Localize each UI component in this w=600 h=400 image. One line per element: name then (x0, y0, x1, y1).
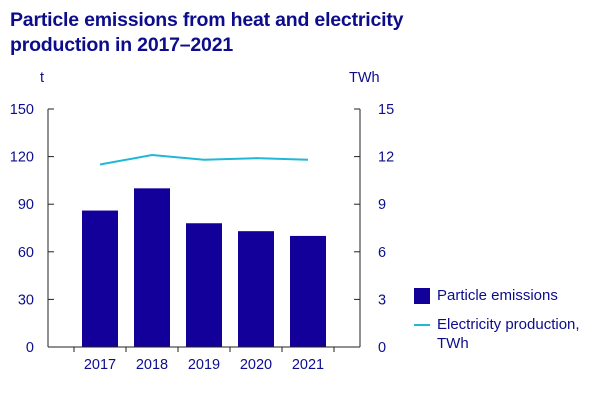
right-axis-unit: TWh (349, 70, 380, 86)
left-tick-label: 90 (18, 197, 34, 213)
x-tick-label: 2017 (84, 357, 116, 373)
legend-item-particle-emissions: Particle emissions (414, 286, 600, 305)
bar-2019 (186, 223, 222, 347)
right-tick-label: 9 (378, 197, 386, 213)
axes-group (47, 108, 361, 352)
chart-title: Particle emissions from heat and electri… (10, 9, 404, 56)
x-tick-label: 2021 (292, 357, 324, 373)
x-tick-label: 2019 (188, 357, 220, 373)
legend-label-electricity-production: Electricity production, TWh (437, 316, 580, 352)
legend-swatch-line (414, 324, 430, 326)
legend-label-particle-emissions: Particle emissions (437, 287, 558, 304)
right-tick-label: 6 (378, 245, 386, 261)
x-tick-label: 2020 (240, 357, 272, 373)
bar-group (82, 188, 326, 347)
left-tick-label: 0 (26, 340, 34, 356)
right-tick-label: 12 (378, 150, 394, 166)
labels-group: 0 30 60 90 120 150 0 3 6 9 12 15 2017 2018 2019 2020 202… (10, 70, 394, 373)
bar-2021 (290, 235, 326, 347)
bar-2018 (134, 188, 170, 347)
right-tick-label: 0 (378, 340, 386, 356)
legend: Particle emissions Electricity productio… (414, 286, 600, 363)
legend-swatch-bar (414, 288, 430, 304)
left-tick-label: 60 (18, 245, 34, 261)
left-tick-label: 120 (10, 150, 34, 166)
bar-2020 (238, 231, 274, 347)
x-tick-label: 2018 (136, 357, 168, 373)
left-axis-unit: t (40, 70, 44, 86)
legend-item-electricity-production: Electricity production, TWh (414, 315, 600, 353)
electricity-production-line (99, 154, 309, 166)
line-group (99, 154, 309, 166)
left-tick-label: 30 (18, 292, 34, 308)
left-tick-label: 150 (10, 102, 34, 118)
right-tick-label: 15 (378, 102, 394, 118)
bar-2017 (82, 210, 118, 347)
right-tick-label: 3 (378, 292, 386, 308)
